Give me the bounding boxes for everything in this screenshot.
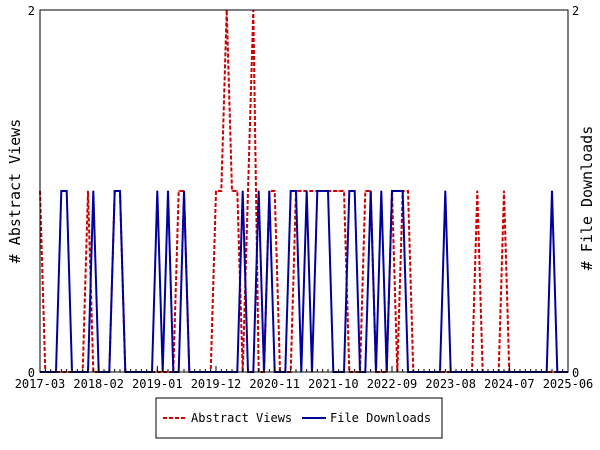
data-point [268,190,270,192]
data-point [503,190,505,192]
data-point [300,190,302,192]
legend-label-file-downloads: File Downloads [330,411,431,425]
plot-area-frame [39,9,569,373]
data-point [354,190,356,192]
data-point [338,190,340,192]
data-point [327,190,329,192]
ticks-layer: 2017-03 2018-02 2019-01 2019-12 2020-11 2021-… [15,9,594,391]
y-left-tick-top: 2 [28,4,35,18]
data-point [380,190,382,192]
data-point [60,190,62,192]
y-axis-right-title: # File Downloads [578,126,596,271]
y-axis-left-title: # Abstract Views [6,119,24,264]
legend: Abstract Views File Downloads [155,397,443,439]
x-tick-label: 2017-03 [15,377,66,391]
data-point [119,190,121,192]
data-point [215,190,217,192]
data-point [311,190,313,192]
data-point [407,190,409,192]
y-left-tick-bottom: 0 [28,366,35,380]
series-line-file-downloads [40,190,568,373]
data-point [236,190,238,192]
x-tick-label: 2019-01 [132,377,183,391]
data-point [87,190,89,192]
data-point [402,190,404,192]
x-tick-label: 2018-02 [73,377,124,391]
data-point [156,190,158,192]
x-tick-label: 2020-11 [249,377,300,391]
data-point [396,190,398,192]
x-tick-label: 2025-06 [543,377,594,391]
data-point [290,190,292,192]
data-point [178,190,180,192]
data-point [322,190,324,192]
x-tick-label: 2022-09 [367,377,418,391]
data-point [391,190,393,192]
data-point [66,190,68,192]
data-point [295,190,297,192]
data-point [114,190,116,192]
data-point [242,190,244,192]
x-tick-label: 2023-08 [425,377,476,391]
data-point [92,190,94,192]
data-point [306,190,308,192]
legend-label-abstract-views: Abstract Views [191,411,292,425]
data-point [444,190,446,192]
x-tick-label: 2024-07 [484,377,535,391]
data-point [316,190,318,192]
series-layer [39,9,569,373]
data-point [220,190,222,192]
data-point [274,190,276,192]
data-point [183,190,185,192]
x-tick-label: 2021-10 [308,377,359,391]
data-point [332,190,334,192]
data-point [364,190,366,192]
data-point [258,190,260,192]
data-point [348,190,350,192]
data-point [167,190,169,192]
y-right-tick-bottom: 0 [572,366,579,380]
x-tick-label: 2019-12 [191,377,242,391]
data-point [551,190,553,192]
data-point [370,190,372,192]
data-point [476,190,478,192]
data-point [231,190,233,192]
y-right-tick-top: 2 [572,4,579,18]
data-point [247,190,249,192]
legend-box [155,397,443,439]
data-point [343,190,345,192]
